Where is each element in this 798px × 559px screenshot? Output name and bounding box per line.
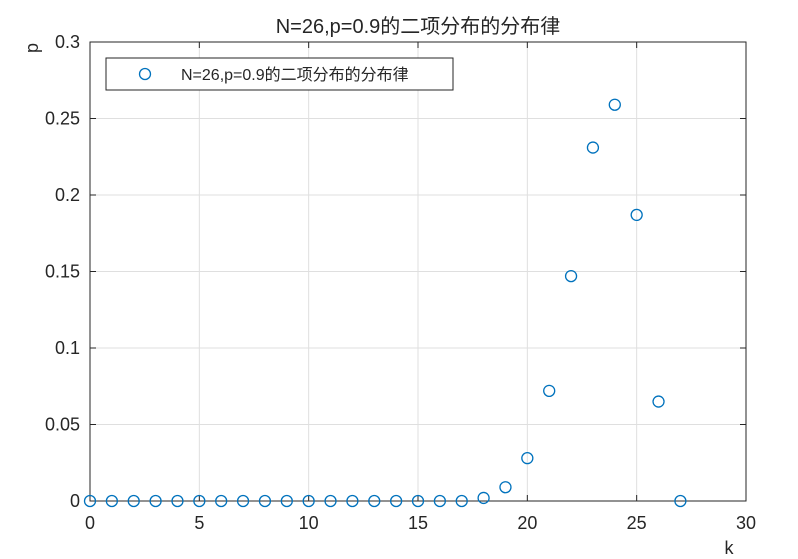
data-point	[258, 494, 272, 508]
x-tick-labels: 0 5 10 15 20 25 30	[85, 513, 756, 533]
x-tick-label: 0	[85, 513, 95, 533]
y-tick-label: 0.3	[55, 32, 80, 52]
y-tick-label: 0.15	[45, 262, 80, 282]
y-tick-label: 0	[70, 491, 80, 511]
data-point	[127, 494, 140, 508]
x-tick-label: 30	[736, 513, 756, 533]
data-point	[455, 494, 468, 508]
y-axis-label: p	[22, 43, 42, 53]
data-point	[193, 494, 206, 508]
data-point	[171, 494, 184, 508]
data-point	[499, 481, 512, 494]
axes-box	[89, 41, 747, 502]
legend: N=26,p=0.9的二项分布的分布律	[105, 57, 454, 91]
legend-marker	[138, 67, 152, 81]
data-point	[324, 494, 337, 508]
x-tick-label: 20	[517, 513, 537, 533]
data-point	[477, 491, 490, 505]
data-point	[280, 494, 293, 508]
legend-entry-label: N=26,p=0.9的二项分布的分布律	[181, 66, 409, 84]
x-tick-label: 5	[194, 513, 204, 533]
y-tick-label: 0.1	[55, 338, 80, 358]
data-point	[564, 269, 578, 283]
axes	[89, 41, 747, 502]
data-point	[215, 494, 228, 508]
chart-title: N=26,p=0.9的二项分布的分布律	[276, 15, 561, 38]
y-tick-label: 0.25	[45, 109, 80, 129]
data-point	[302, 494, 315, 508]
y-tick-label: 0.05	[45, 415, 80, 435]
data-point	[608, 98, 621, 111]
y-tick-label: 0.2	[55, 185, 80, 205]
data-points	[83, 98, 687, 508]
data-point	[586, 141, 600, 154]
data-point	[149, 494, 162, 508]
x-tick-label: 15	[408, 513, 428, 533]
data-point	[236, 494, 250, 508]
data-point	[543, 384, 556, 397]
x-tick-label: 10	[299, 513, 319, 533]
data-point	[346, 494, 359, 508]
data-point	[83, 494, 97, 508]
data-point	[105, 494, 119, 508]
data-point	[521, 452, 534, 465]
data-point	[411, 494, 425, 508]
data-point	[368, 494, 381, 508]
legend-box	[105, 57, 454, 91]
data-point	[630, 208, 643, 222]
x-axis-label: k	[725, 538, 735, 558]
data-point	[433, 494, 447, 508]
x-tick-label: 25	[627, 513, 647, 533]
data-point	[674, 494, 687, 508]
y-tick-labels: 0 0.05 0.1 0.15 0.2 0.25 0.3	[45, 32, 80, 511]
data-point	[652, 395, 665, 408]
data-point	[389, 494, 403, 508]
